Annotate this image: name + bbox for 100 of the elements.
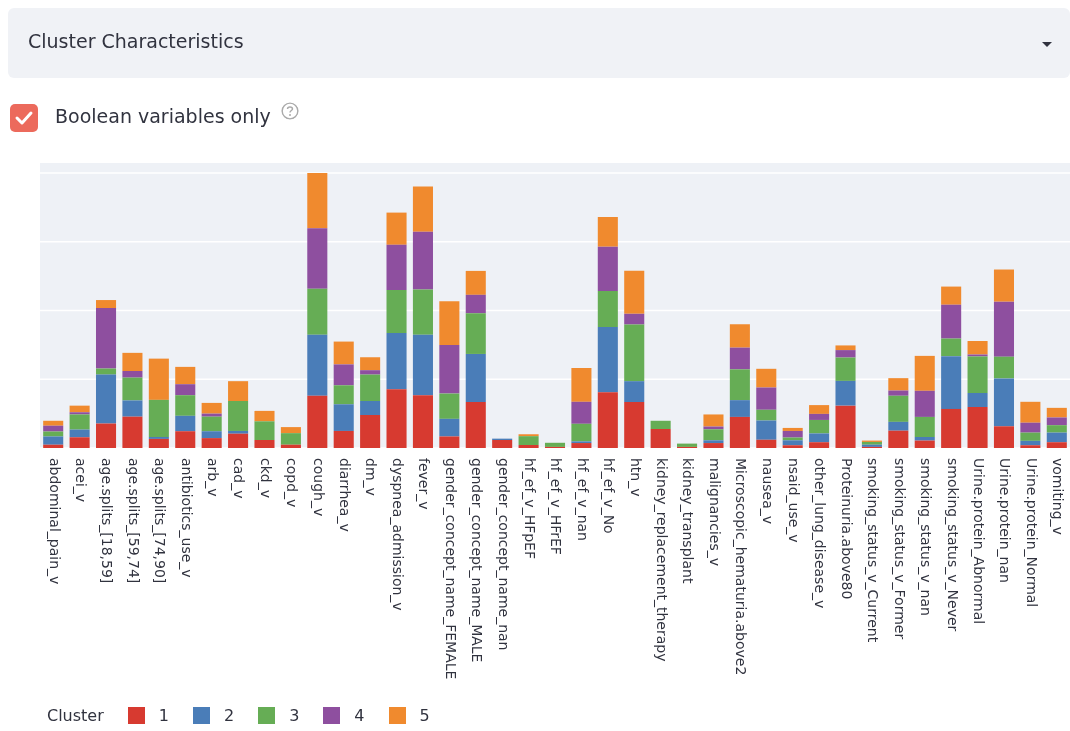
bar [148, 399, 169, 437]
x-tick-label: cough_v [310, 458, 327, 517]
bar [1020, 401, 1041, 423]
x-tick-label: hf_ef_v_No [601, 458, 618, 534]
bar [650, 429, 671, 448]
bar [914, 440, 935, 448]
bar [624, 381, 645, 403]
bar [360, 370, 381, 375]
bar [492, 440, 513, 448]
x-tick-label: dm_v [363, 458, 380, 496]
bar [624, 402, 645, 448]
x-tick-label: vomiting_v [1050, 458, 1067, 535]
bar [624, 270, 645, 314]
bar [412, 395, 433, 448]
bar [597, 392, 618, 448]
bar [386, 389, 407, 448]
bar [571, 423, 592, 442]
bar [307, 395, 328, 448]
bar [360, 400, 381, 415]
x-tick-label: abdominal_pain_v [46, 458, 63, 585]
bar [201, 402, 222, 414]
bar [360, 374, 381, 401]
x-tick-label: age.splits_[18,59] [99, 458, 116, 584]
x-tick-label: hf_ef_v_nan [574, 458, 591, 541]
bar [1020, 432, 1041, 441]
bar [597, 327, 618, 393]
x-tick-label: gender_concept_name_FEMALE [442, 458, 459, 680]
bar [1046, 432, 1067, 443]
x-tick-label: htn_v [627, 458, 644, 497]
bar [756, 409, 777, 421]
bar [941, 408, 962, 448]
bar [1046, 407, 1067, 418]
bar [782, 445, 803, 448]
bar [597, 246, 618, 291]
bar [175, 415, 196, 432]
text: Boolean variables only [55, 105, 271, 127]
bar [386, 212, 407, 245]
bar [69, 429, 90, 438]
bar [439, 344, 460, 394]
bar [43, 420, 64, 426]
bar [1046, 425, 1067, 433]
bar [518, 444, 539, 448]
bar [228, 433, 249, 448]
bar [43, 444, 64, 448]
bar [175, 366, 196, 385]
bar [571, 401, 592, 424]
bar [360, 357, 381, 371]
bar [941, 286, 962, 305]
bar [439, 418, 460, 437]
bar [729, 400, 750, 417]
bar [993, 356, 1015, 379]
bar [571, 443, 592, 448]
bar [254, 421, 275, 441]
x-tick-label: smoking_status_v_Current [865, 458, 882, 643]
bar [69, 437, 90, 448]
x-tick-label: ckd_v [257, 458, 274, 498]
bar [809, 433, 830, 443]
bar [465, 353, 486, 403]
bar [703, 414, 724, 427]
bar [518, 436, 539, 445]
bar [703, 440, 724, 444]
bar [914, 390, 935, 417]
chart-title: Cluster Characteristics [28, 30, 244, 52]
x-tick-label: Proteinuria.above80 [838, 458, 855, 600]
bar [148, 358, 169, 400]
bar [175, 395, 196, 416]
bar [201, 413, 222, 417]
bar [597, 217, 618, 247]
bar [914, 416, 935, 437]
bar [914, 355, 935, 391]
x-tick-label: nausea_v [759, 458, 776, 525]
bar [439, 301, 460, 345]
x-tick-label: age.splits_[59,74] [125, 458, 142, 584]
bar [703, 429, 724, 441]
bar [782, 427, 803, 431]
bar [729, 369, 750, 401]
legend-label: 4 [354, 706, 365, 725]
bar [1020, 422, 1041, 433]
bar [835, 350, 856, 358]
x-tick-label: smoking_status_v_nan [918, 458, 935, 616]
bar [544, 442, 566, 447]
legend-label: 3 [289, 706, 300, 725]
bar [1020, 445, 1041, 448]
bar [412, 289, 433, 335]
bar [439, 436, 460, 448]
bar [228, 400, 249, 431]
bar [201, 438, 222, 448]
bar [809, 405, 830, 414]
bar [888, 395, 909, 422]
bar [201, 431, 222, 439]
bar [280, 444, 301, 448]
bar [993, 269, 1015, 302]
bar [280, 427, 301, 434]
bar [122, 400, 143, 417]
bar [148, 438, 169, 448]
bar [386, 289, 407, 334]
bar [835, 405, 856, 448]
x-tick-label: cad_v [231, 458, 248, 499]
x-tick-label: smoking_status_v_Never [944, 458, 961, 632]
bar [333, 404, 354, 431]
